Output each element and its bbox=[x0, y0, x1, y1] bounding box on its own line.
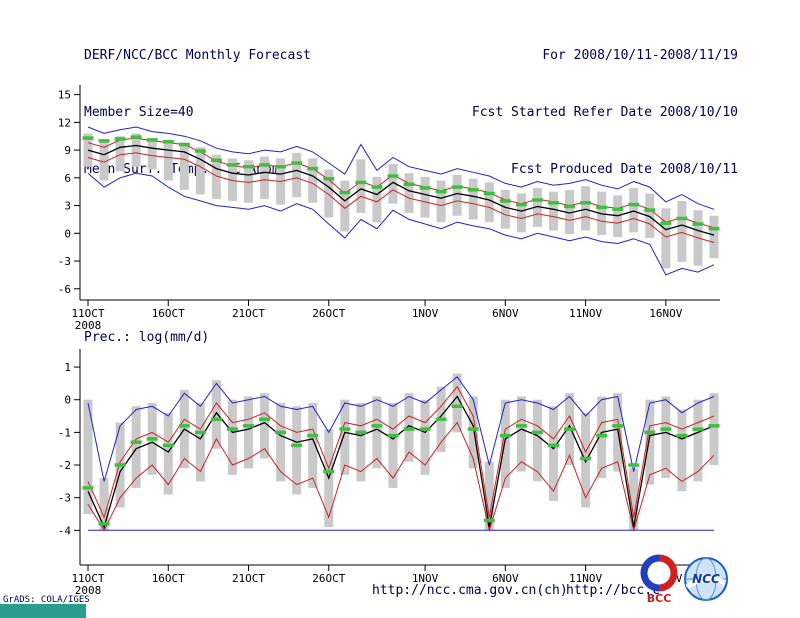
y-tick-label: 0 bbox=[64, 227, 71, 240]
lower-quartile-line bbox=[87, 152, 715, 243]
x-tick-label: 21OCT bbox=[232, 307, 265, 320]
ncc-url-text: http://ncc.cma.gov.cn(ch) bbox=[372, 583, 568, 598]
x-tick-sublabel: 2008 bbox=[75, 319, 102, 332]
y-tick-label: -6 bbox=[58, 283, 71, 296]
bcc-logo-label: BCC bbox=[647, 592, 672, 605]
y-tick-label: 15 bbox=[58, 89, 71, 102]
bcc-url-text: http://bcc.c bbox=[566, 583, 660, 598]
y-tick-label: -3 bbox=[58, 492, 71, 505]
ncc-logo-label: NCC bbox=[692, 572, 720, 586]
ensemble-mean-line bbox=[87, 395, 715, 529]
ncc-logo: NCC bbox=[684, 557, 728, 601]
bcc-logo-center bbox=[653, 567, 665, 579]
y-tick-label: 9 bbox=[64, 144, 71, 157]
produced-date-label: Fcst Produced Date 2008/10/11 bbox=[511, 162, 738, 177]
header-right: For 2008/10/11-2008/11/19 Fcst Started R… bbox=[472, 8, 738, 217]
x-tick-label: 16OCT bbox=[152, 572, 185, 585]
member-size-label: Member Size=40 bbox=[84, 105, 194, 120]
x-tick-label: 26OCT bbox=[312, 307, 345, 320]
obs-dash-markers bbox=[82, 135, 720, 231]
x-tick-label: 1NOV bbox=[412, 307, 439, 320]
ensemble-mean-line bbox=[87, 144, 715, 236]
y-tick-label: -3 bbox=[58, 255, 71, 268]
ensemble-max-line bbox=[87, 126, 715, 210]
x-tick-label: 11OCT bbox=[71, 572, 104, 585]
y-tick-label: -4 bbox=[58, 524, 72, 537]
forecast-range-label: For 2008/10/11-2008/11/19 bbox=[542, 48, 738, 63]
y-tick-label: -1 bbox=[58, 426, 71, 439]
x-tick-label: 16OCT bbox=[152, 307, 185, 320]
y-tick-label: 6 bbox=[64, 172, 71, 185]
bottom-left-artifact bbox=[0, 604, 86, 618]
y-tick-label: 0 bbox=[64, 394, 71, 407]
bcc-swirl-blue-icon bbox=[640, 554, 660, 592]
x-tick-label: 11NOV bbox=[569, 307, 602, 320]
x-tick-label: 26OCT bbox=[312, 572, 345, 585]
x-tick-label: 21OCT bbox=[232, 572, 265, 585]
y-tick-label: 3 bbox=[64, 200, 71, 213]
y-tick-label: 12 bbox=[58, 116, 71, 129]
obs-dash-markers bbox=[82, 404, 720, 526]
y-tick-label: -2 bbox=[58, 459, 71, 472]
x-tick-label: 1NOV bbox=[412, 572, 439, 585]
x-tick-sublabel: 2008 bbox=[75, 584, 102, 597]
x-tick-label: 6NOV bbox=[492, 572, 519, 585]
ncc-swoosh-icon bbox=[685, 576, 727, 590]
footer-logos: BCC NCC bbox=[638, 553, 730, 605]
x-tick-label: 6NOV bbox=[492, 307, 519, 320]
upper-quartile-line bbox=[87, 385, 715, 519]
upper-quartile-line bbox=[87, 137, 715, 229]
ensemble-max-line bbox=[87, 376, 715, 482]
refer-date-label: Fcst Started Refer Date 2008/10/10 bbox=[471, 105, 738, 120]
grads-credit: GrADS: COLA/IGES bbox=[3, 595, 90, 605]
x-tick-label: 11OCT bbox=[71, 307, 104, 320]
y-tick-label: 1 bbox=[64, 361, 71, 374]
ensemble-min-line bbox=[87, 172, 715, 276]
x-tick-label: 16NOV bbox=[649, 307, 682, 320]
ensemble-spread-bars bbox=[83, 133, 719, 269]
lower-quartile-line bbox=[87, 421, 715, 533]
page-title: DERF/NCC/BCC Monthly Forecast bbox=[84, 48, 311, 63]
bcc-swirl-red-icon bbox=[658, 554, 678, 592]
prec-chart-title: Prec.: log(mm/d) bbox=[84, 330, 210, 345]
bcc-logo: BCC bbox=[640, 554, 678, 605]
x-tick-label: 11NOV bbox=[569, 572, 602, 585]
